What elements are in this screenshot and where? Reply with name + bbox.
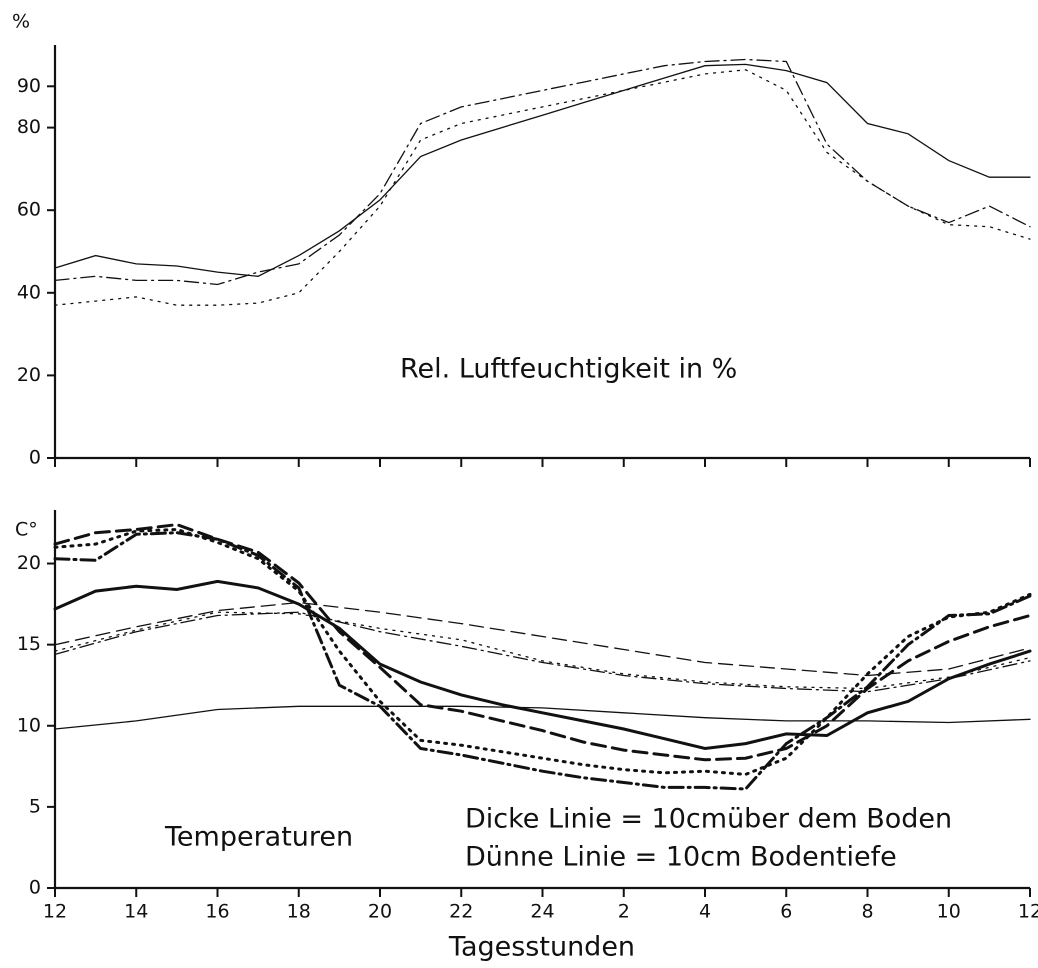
series-line: [53, 523, 1032, 762]
annotation: Temperaturen: [164, 822, 353, 853]
y-tick-label: 0: [29, 447, 41, 469]
y-tick-label: 10: [17, 714, 41, 736]
unit-label: C°: [15, 519, 38, 541]
y-tick-label: 20: [17, 364, 41, 386]
x-tick-label: 2: [618, 901, 630, 923]
x-tick-label: 6: [780, 901, 792, 923]
y-tick-label: 90: [17, 75, 41, 97]
y-tick-label: 5: [29, 795, 41, 817]
y-tick-label: 60: [17, 199, 41, 221]
note: Dicke Linie = 10cmüber dem Boden: [465, 804, 952, 835]
x-tick-label: 4: [699, 901, 711, 923]
series-line: [54, 705, 1031, 730]
x-tick-label: 10: [937, 901, 961, 923]
x-tick-label: 24: [530, 901, 554, 923]
x-tick-label: 22: [449, 901, 473, 923]
series-line: [54, 63, 1031, 277]
note: Dünne Linie = 10cm Bodentiefe: [465, 842, 897, 873]
series-line: [54, 58, 1031, 286]
y-tick-label: 20: [17, 552, 41, 574]
x-tick-label: 20: [368, 901, 392, 923]
x-tick-label: 12: [43, 901, 67, 923]
x-tick-label: 16: [205, 901, 229, 923]
y-tick-label: 15: [17, 633, 41, 655]
series-line: [53, 531, 1032, 791]
series-line: [54, 69, 1031, 306]
x-axis-label: Tagesstunden: [448, 932, 635, 963]
series-line: [54, 611, 1031, 690]
series-line: [53, 579, 1032, 751]
y-tick-label: 40: [17, 281, 41, 303]
series-line: [53, 527, 1032, 776]
y-tick-label: 80: [17, 116, 41, 138]
x-tick-label: 12: [1018, 901, 1038, 923]
x-tick-label: 18: [287, 901, 311, 923]
annotation: Rel. Luftfeuchtigkeit in %: [400, 354, 737, 385]
series-line: [54, 611, 1031, 693]
y-tick-label: 0: [29, 877, 41, 899]
x-tick-label: 14: [124, 901, 148, 923]
series-line: [54, 601, 1031, 677]
x-tick-label: 8: [861, 901, 873, 923]
unit-label: %: [12, 11, 30, 33]
